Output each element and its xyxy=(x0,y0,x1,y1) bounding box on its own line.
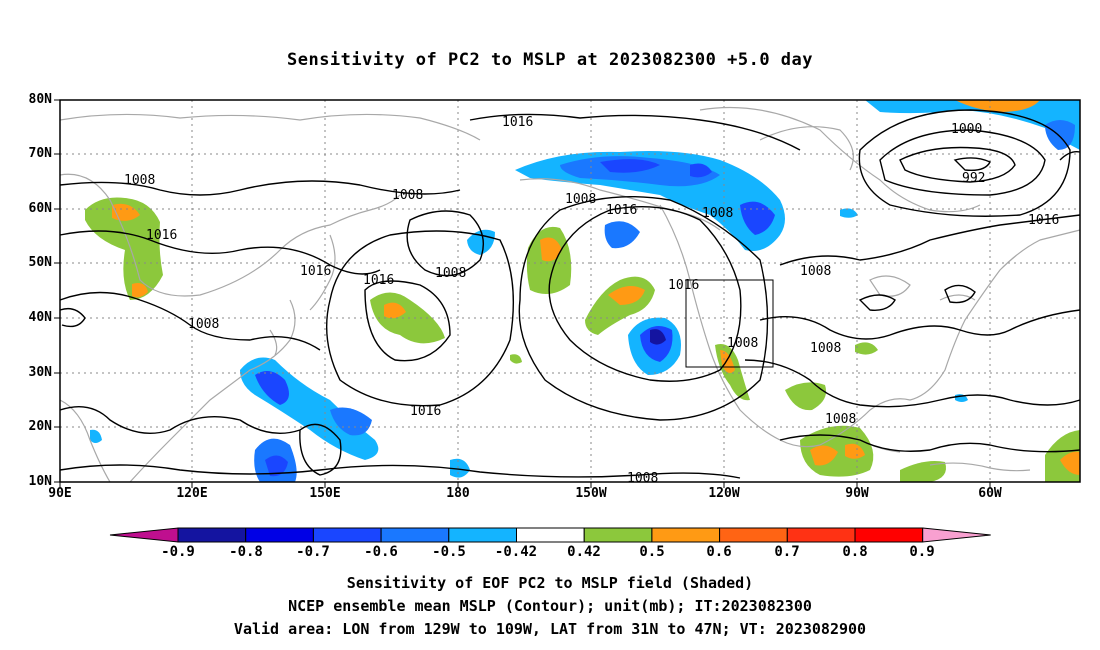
contour-label: 1016 xyxy=(1028,213,1059,228)
contour-label: 1016 xyxy=(300,264,331,279)
colorbar-label: 0.5 xyxy=(639,544,665,560)
contour-label: 1008 xyxy=(825,412,856,427)
colorbar-label: -0.9 xyxy=(161,544,195,560)
lon-label: 180 xyxy=(446,486,470,501)
lon-label: 90W xyxy=(845,486,869,501)
contour-label: 1016 xyxy=(410,404,441,419)
lat-label: 20N xyxy=(28,419,52,434)
colorbar-box xyxy=(245,527,314,543)
contour-label: 1008 xyxy=(627,471,658,486)
contour-label: 1008 xyxy=(188,317,219,332)
contour-label: 1008 xyxy=(392,188,423,203)
colorbar-label: -0.6 xyxy=(364,544,398,560)
colorbar-label: -0.5 xyxy=(432,544,466,560)
lat-label: 70N xyxy=(28,146,52,161)
lat-label: 50N xyxy=(28,255,52,270)
colorbar-box xyxy=(177,527,247,543)
colorbar-box xyxy=(854,527,924,543)
mslp-contours xyxy=(59,109,1081,479)
colorbar-box xyxy=(786,527,856,543)
contour-label: 1008 xyxy=(702,206,733,221)
contour-label: 1008 xyxy=(435,266,466,281)
contour-label: 992 xyxy=(962,171,985,186)
colorbar-label: 0.7 xyxy=(774,544,800,560)
contour-label: 1008 xyxy=(800,264,831,279)
contour-label: 1008 xyxy=(124,173,155,188)
contour-label: 1008 xyxy=(810,341,841,356)
lon-label: 150W xyxy=(575,486,607,501)
map-frame xyxy=(59,99,1081,483)
contour-labels: 1016 1008 1008 1016 1016 1016 1008 1016 … xyxy=(124,115,1059,486)
contour-label: 1000 xyxy=(951,122,982,137)
contour-label: 1016 xyxy=(363,273,394,288)
caption-line-2: NCEP ensemble mean MSLP (Contour); unit(… xyxy=(288,597,812,615)
colorbar-label: 0.8 xyxy=(842,544,868,560)
caption-line-3: Valid area: LON from 129W to 109W, LAT f… xyxy=(233,620,867,638)
colorbar-box xyxy=(380,527,450,543)
lat-label: 10N xyxy=(28,474,52,489)
chart-title: Sensitivity of PC2 to MSLP at 2023082300… xyxy=(286,50,813,70)
caption-line-1: Sensitivity of EOF PC2 to MSLP field (Sh… xyxy=(346,574,754,592)
colorbar-label: -0.42 xyxy=(494,544,538,560)
contour-label: 1016 xyxy=(606,203,637,218)
colorbar xyxy=(109,527,991,543)
colorbar-label: 0.6 xyxy=(706,544,732,560)
lat-label: 80N xyxy=(28,92,52,107)
lon-label: 60W xyxy=(978,486,1002,501)
colorbar-box xyxy=(448,527,517,543)
colorbar-label: -0.8 xyxy=(229,544,263,560)
lon-label: 120W xyxy=(708,486,740,501)
colorbar-box xyxy=(516,527,585,543)
colorbar-box xyxy=(651,527,721,543)
contour-label: 1016 xyxy=(668,278,699,293)
colorbar-box xyxy=(719,527,788,543)
lon-label: 120E xyxy=(176,486,208,501)
colorbar-end-high xyxy=(922,527,991,543)
contour-label: 1008 xyxy=(565,192,596,207)
contour-label: 1008 xyxy=(727,336,758,351)
contour-label: 1016 xyxy=(502,115,533,130)
valid-area-box xyxy=(685,279,774,368)
lon-label: 150E xyxy=(309,486,341,501)
colorbar-box xyxy=(583,527,653,543)
colorbar-label: 0.42 xyxy=(567,544,601,560)
colorbar-label: -0.7 xyxy=(296,544,330,560)
lat-label: 40N xyxy=(28,310,52,325)
lat-label: 60N xyxy=(28,201,52,216)
lat-lon-grid xyxy=(60,100,1080,482)
lon-label: 90E xyxy=(48,486,72,501)
colorbar-label: 0.9 xyxy=(909,544,935,560)
contour-label: 1016 xyxy=(146,228,177,243)
lat-label: 30N xyxy=(28,365,52,380)
colorbar-end-low xyxy=(109,527,179,543)
colorbar-box xyxy=(312,527,382,543)
sensitivity-shading xyxy=(85,100,1080,482)
